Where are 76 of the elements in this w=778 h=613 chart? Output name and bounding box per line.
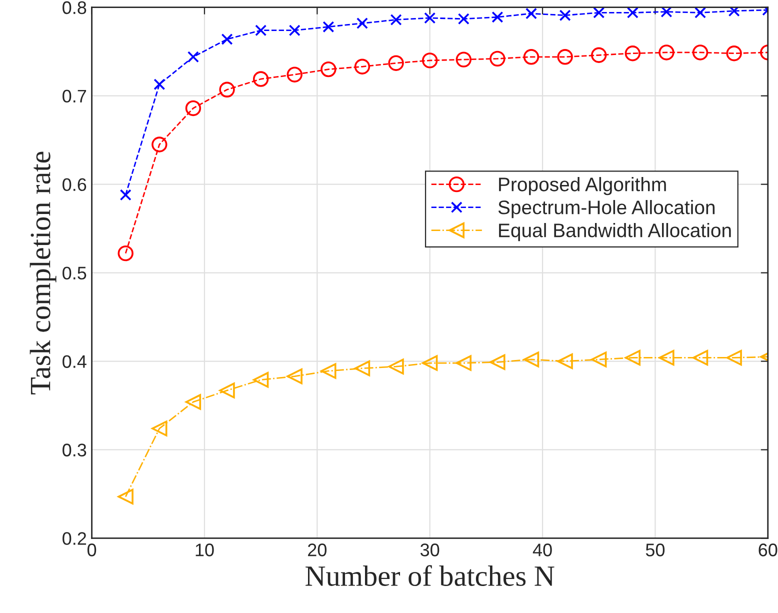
point — [728, 7, 740, 17]
point — [356, 18, 368, 30]
point — [152, 136, 168, 152]
point — [118, 245, 134, 262]
point — [422, 52, 438, 68]
point — [152, 420, 168, 436]
point — [456, 52, 472, 68]
x-tick-label: 10 — [196, 544, 214, 556]
point — [557, 353, 573, 370]
y-tick-label: 0.3 — [62, 444, 86, 456]
x-axis-title: Number of batches N — [306, 565, 554, 586]
y-axis-title: Task completion rate — [30, 152, 56, 394]
x-tick-label: 40 — [532, 544, 552, 556]
point — [456, 355, 472, 371]
point — [424, 12, 436, 24]
point — [354, 58, 370, 74]
point — [390, 14, 402, 26]
x-tick-label: 50 — [646, 544, 665, 556]
point — [185, 100, 202, 116]
point — [354, 360, 370, 376]
point — [492, 11, 504, 23]
point — [322, 21, 334, 33]
legend-label: Spectrum-Hole Allocation — [498, 200, 715, 218]
point — [187, 51, 199, 63]
point — [185, 394, 202, 410]
point — [422, 355, 438, 371]
point — [523, 352, 540, 368]
point — [286, 66, 302, 82]
point — [388, 55, 404, 71]
point — [458, 13, 470, 25]
legend-label: Equal Bandwidth Allocation — [499, 223, 731, 242]
point — [120, 189, 132, 201]
point — [219, 382, 235, 398]
y-tick-label: 0.2 — [62, 532, 86, 545]
point — [221, 33, 233, 45]
x-tick-label: 60 — [758, 544, 778, 556]
point — [490, 50, 506, 67]
point — [658, 350, 674, 366]
point — [288, 24, 300, 36]
point — [726, 350, 742, 366]
point — [388, 358, 404, 374]
y-tick-label: 0.5 — [62, 266, 86, 280]
y-tick-label: 0.7 — [62, 90, 86, 103]
point — [252, 71, 269, 87]
x-tick-label: 20 — [308, 544, 326, 556]
point — [320, 61, 336, 78]
point — [320, 363, 336, 379]
point — [660, 7, 672, 18]
point — [593, 7, 605, 18]
point — [726, 46, 742, 62]
point — [525, 8, 538, 20]
point — [286, 368, 302, 384]
point — [154, 78, 166, 90]
point — [591, 352, 607, 368]
legend-label: Proposed Algorithm — [499, 177, 666, 196]
point — [692, 44, 708, 60]
y-tick-label: 0.6 — [62, 178, 86, 192]
point — [559, 10, 571, 22]
point — [624, 350, 641, 366]
point — [591, 47, 607, 63]
point — [557, 49, 573, 65]
point — [219, 82, 235, 98]
point — [658, 44, 674, 60]
point — [523, 49, 540, 65]
point — [118, 488, 134, 504]
point — [490, 354, 506, 370]
point — [255, 24, 267, 36]
x-tick-label: 30 — [420, 544, 440, 556]
x-tick-label: 0 — [87, 544, 96, 556]
point — [626, 7, 638, 18]
point — [252, 372, 269, 388]
y-tick-label: 0.8 — [62, 1, 86, 14]
y-tick-label: 0.4 — [62, 355, 86, 368]
point — [694, 7, 706, 18]
point — [624, 46, 641, 62]
point — [692, 350, 708, 366]
